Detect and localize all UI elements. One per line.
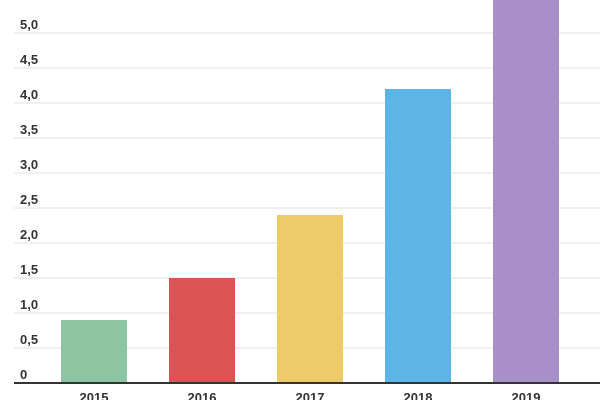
x-tick-label: 2019: [512, 390, 541, 400]
y-tick-label: 4,0: [20, 87, 38, 102]
y-tick-label: 4,5: [20, 52, 38, 67]
y-tick-label: 3,0: [20, 157, 38, 172]
y-tick-label: 1,5: [20, 262, 38, 277]
x-tick-label: 2015: [80, 390, 109, 400]
bar: [493, 0, 559, 383]
bar: [169, 278, 235, 383]
y-tick-label: 1,0: [20, 297, 38, 312]
x-tick-label: 2017: [296, 390, 325, 400]
y-tick-label: 5,0: [20, 17, 38, 32]
y-tick-label: 2,0: [20, 227, 38, 242]
x-tick-label: 2016: [188, 390, 217, 400]
y-tick-label: 2,5: [20, 192, 38, 207]
bar: [385, 89, 451, 383]
y-tick-label: 0: [20, 367, 27, 382]
y-tick-label: 0,5: [20, 332, 38, 347]
bar: [277, 215, 343, 383]
y-tick-label: 3,5: [20, 122, 38, 137]
x-tick-label: 2018: [404, 390, 433, 400]
bar: [61, 320, 127, 383]
